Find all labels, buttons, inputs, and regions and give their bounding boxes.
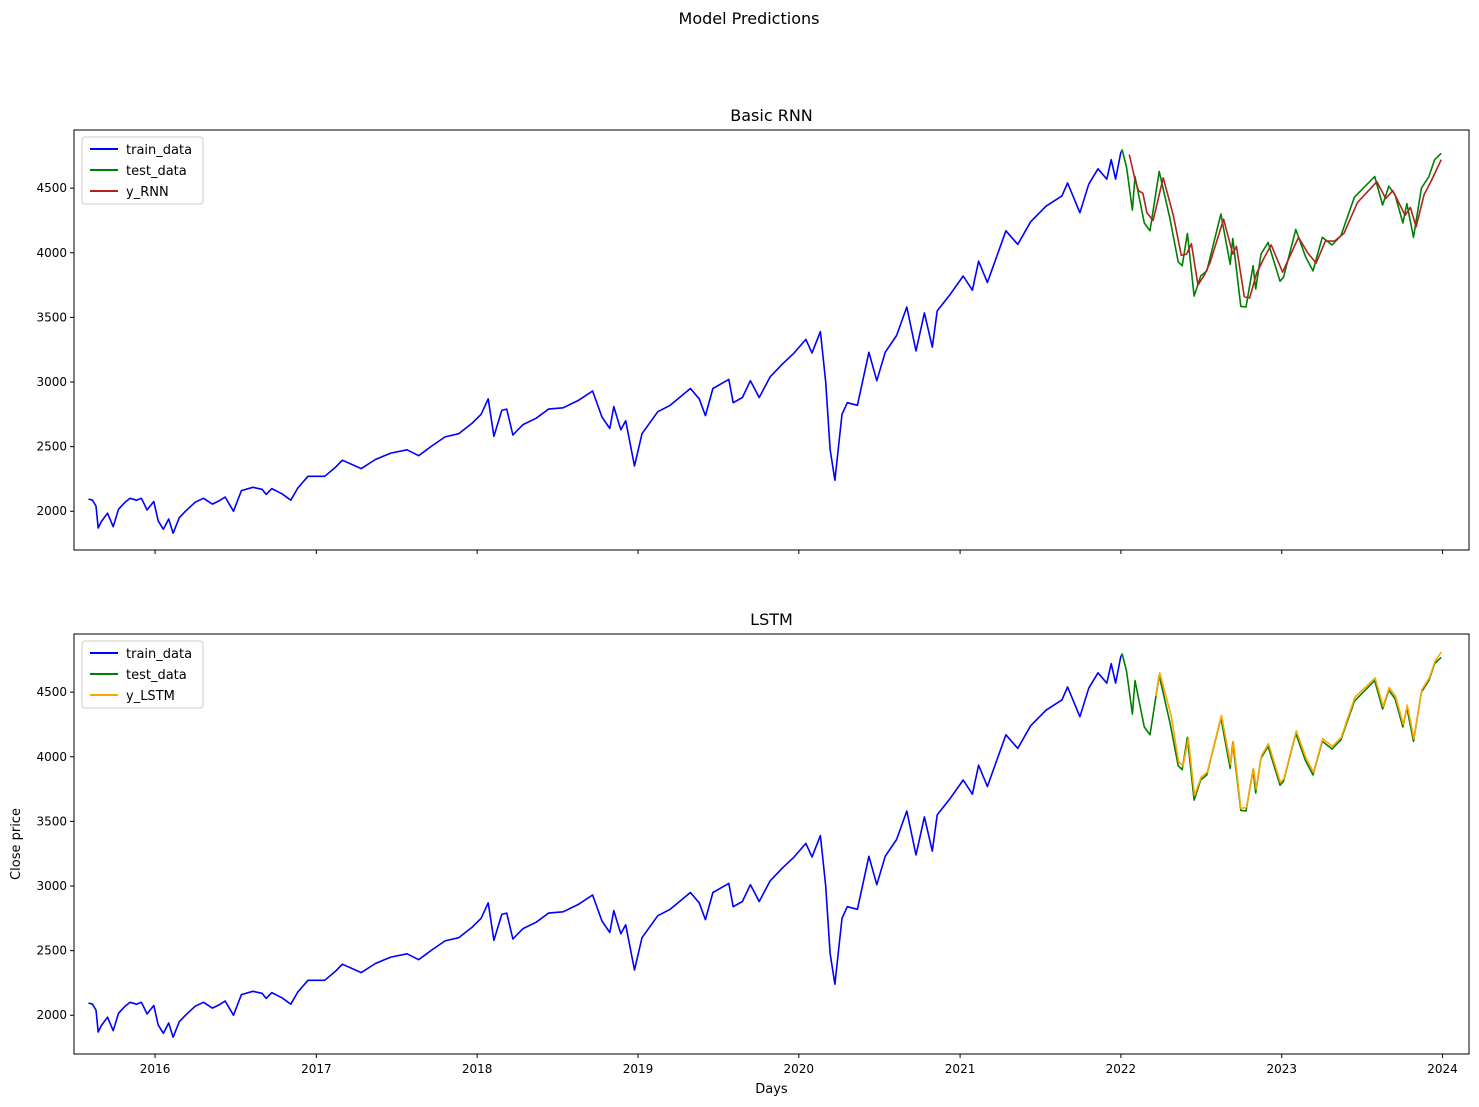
legend-box bbox=[81, 136, 204, 205]
series-line-test_data bbox=[1120, 149, 1442, 308]
x-tick-label: 2020 bbox=[784, 1062, 815, 1076]
y-tick-label: 3500 bbox=[36, 814, 67, 828]
plot-area bbox=[88, 651, 1442, 1038]
x-tick-label: 2019 bbox=[623, 1062, 654, 1076]
x-tick-label: 2017 bbox=[301, 1062, 332, 1076]
y-tick-label: 2500 bbox=[36, 944, 67, 958]
legend-label-test_data: test_data bbox=[126, 164, 187, 179]
legend-box bbox=[81, 640, 204, 709]
legend-label-train_data: train_data bbox=[126, 647, 192, 662]
legend-label-y_LSTM: y_LSTM bbox=[126, 689, 175, 704]
x-tick-label: 2016 bbox=[140, 1062, 171, 1076]
legend-label-train_data: train_data bbox=[126, 143, 192, 158]
y-tick-label: 2500 bbox=[36, 440, 67, 454]
x-axis-label: Days bbox=[755, 1082, 788, 1097]
x-tick-label: 2022 bbox=[1106, 1062, 1137, 1076]
y-tick-label: 3000 bbox=[36, 375, 67, 389]
axes-frame bbox=[73, 633, 1470, 1055]
y-tick-label: 4500 bbox=[36, 181, 67, 195]
series-line-train_data bbox=[88, 151, 1122, 535]
x-tick-label: 2024 bbox=[1427, 1062, 1458, 1076]
legend-label-test_data: test_data bbox=[126, 668, 187, 683]
series-line-test_data bbox=[1120, 653, 1442, 812]
x-tick-label: 2021 bbox=[945, 1062, 976, 1076]
subplot-basic-rnn: Basic RNN 2000 2500 3000 3500 4000 4500 train_d… bbox=[36, 106, 1470, 554]
legend-label-y_RNN: y_RNN bbox=[126, 185, 169, 200]
series-line-y_RNN bbox=[1128, 154, 1442, 299]
y-tick-label: 2000 bbox=[36, 504, 67, 518]
y-tick-label: 2000 bbox=[36, 1008, 67, 1022]
subplot-lstm: LSTM 2000 2500 3000 3500 4000 4500 2016 2017 2018… bbox=[9, 610, 1470, 1097]
y-tick-label: 4500 bbox=[36, 685, 67, 699]
y-tick-label: 4000 bbox=[36, 750, 67, 764]
series-line-y_LSTM bbox=[1155, 651, 1442, 810]
figure-suptitle: Model Predictions bbox=[679, 9, 820, 28]
x-tick-label: 2018 bbox=[462, 1062, 493, 1076]
y-tick-label: 4000 bbox=[36, 246, 67, 260]
y-tick-label: 3000 bbox=[36, 879, 67, 893]
subplot-title: LSTM bbox=[750, 610, 793, 629]
legend: train_data test_data y_LSTM bbox=[81, 640, 204, 709]
axes-frame bbox=[73, 129, 1470, 551]
x-tick-label: 2023 bbox=[1266, 1062, 1297, 1076]
subplot-title: Basic RNN bbox=[730, 106, 813, 125]
plot-area bbox=[88, 149, 1442, 535]
legend: train_data test_data y_RNN bbox=[81, 136, 204, 205]
y-axis-label: Close price bbox=[9, 808, 24, 880]
series-line-train_data bbox=[88, 655, 1122, 1038]
y-tick-label: 3500 bbox=[36, 310, 67, 324]
